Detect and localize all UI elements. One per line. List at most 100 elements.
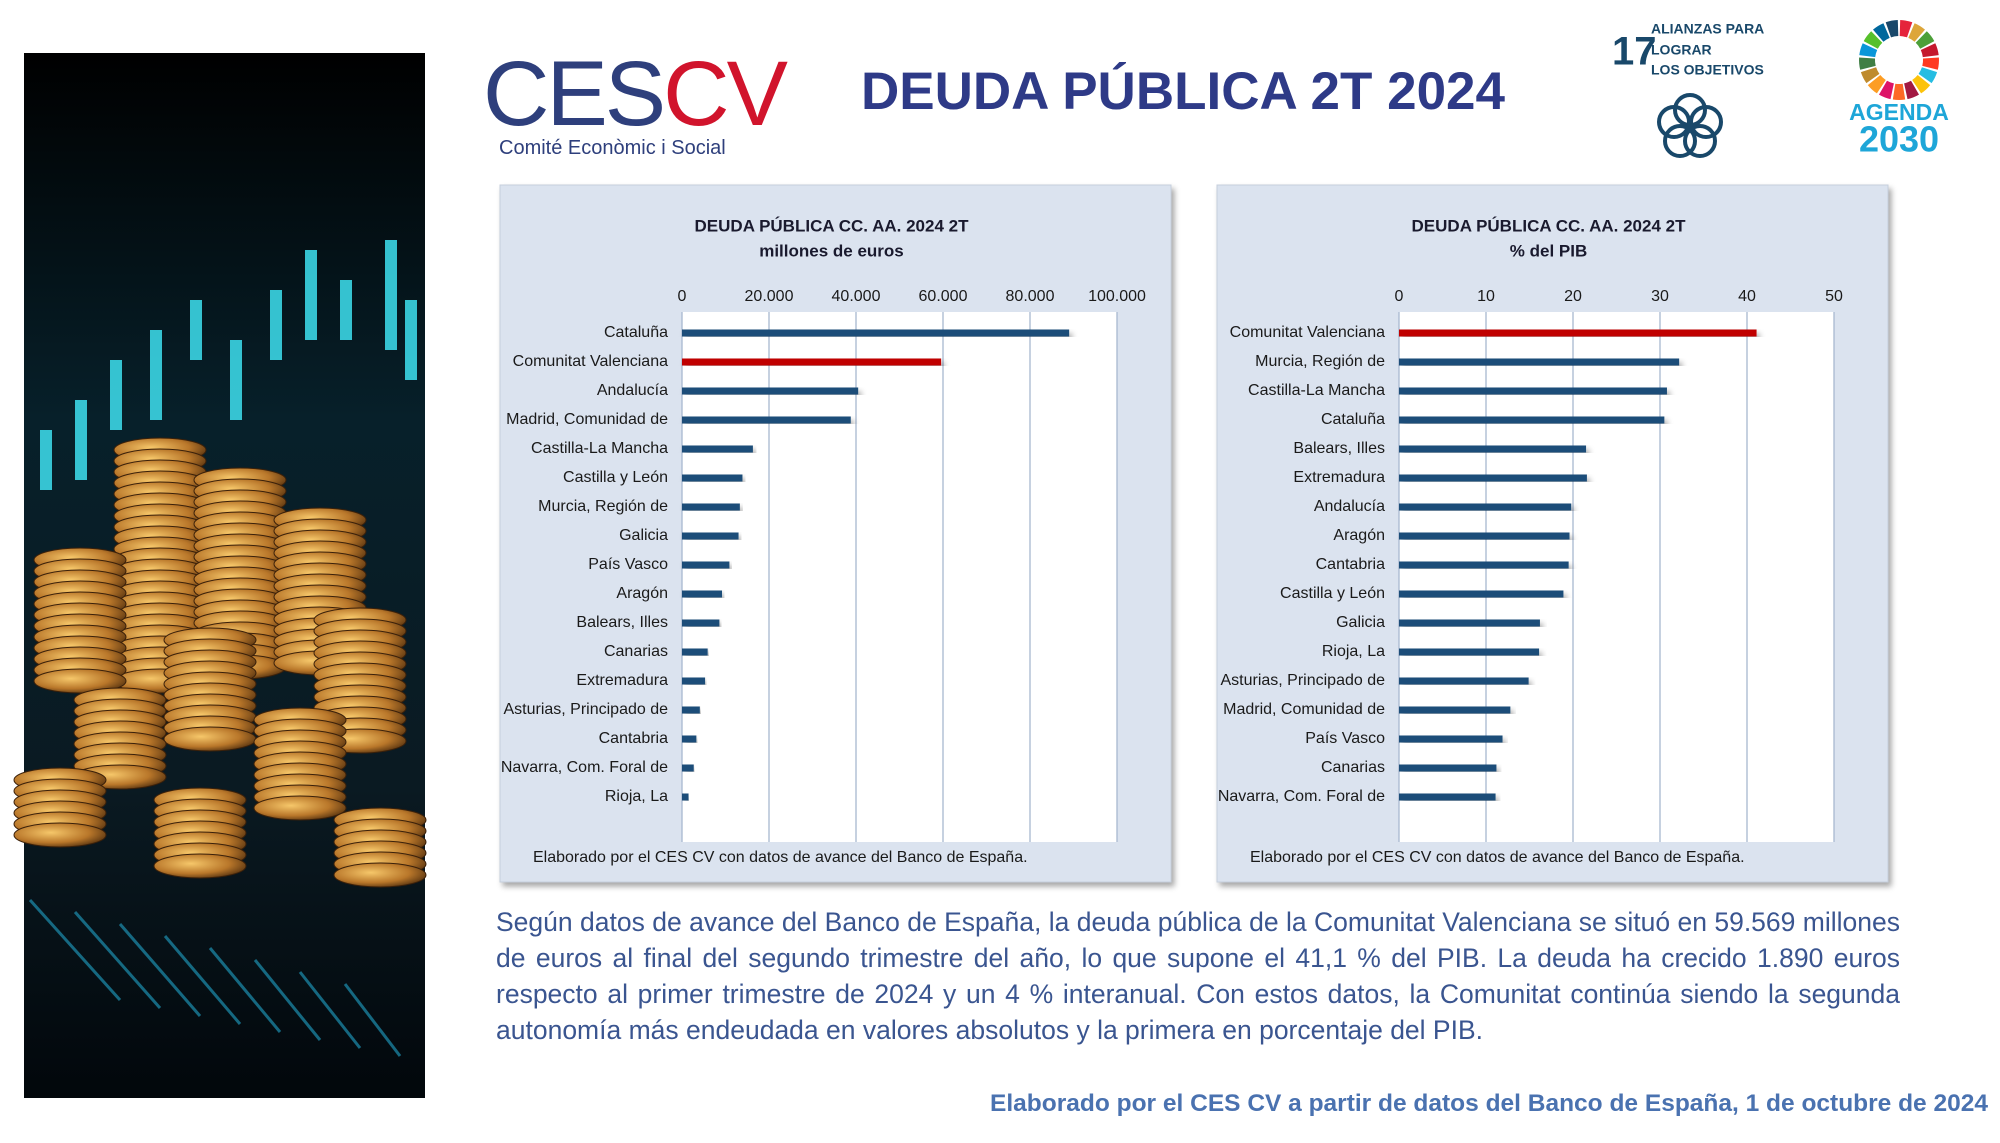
footer: Elaborado por el CES CV a partir de dato…	[990, 1090, 1988, 1117]
bar	[682, 387, 859, 395]
x-tick-label: 40.000	[832, 288, 881, 305]
circuit	[298, 971, 362, 1049]
bar	[682, 329, 1070, 337]
circuit	[118, 923, 202, 1017]
bar	[682, 416, 851, 424]
circuit	[73, 911, 162, 1009]
sdg-line: LOGRAR	[1651, 42, 1712, 58]
x-tick-label: 50	[1825, 288, 1843, 305]
chart-title: DEUDA PÚBLICA CC. AA. 2024 2T	[1412, 216, 1687, 235]
candle	[190, 300, 202, 360]
candle	[305, 250, 317, 340]
category-label: Rioja, La	[1322, 643, 1385, 660]
category-label: Castilla-La Mancha	[531, 440, 668, 457]
wheel-segment	[1918, 67, 1938, 84]
category-label: Navarra, Com. Foral de	[501, 759, 668, 776]
bar	[1399, 358, 1680, 366]
bar	[1399, 677, 1529, 685]
x-tick-label: 40	[1738, 288, 1756, 305]
chart-panel: DEUDA PÚBLICA CC. AA. 2024 2T % del PIB 0 1…	[1216, 184, 1889, 883]
category-label: Navarra, Com. Foral de	[1218, 788, 1385, 805]
category-label: Madrid, Comunidad de	[506, 411, 668, 428]
bar	[1399, 706, 1511, 714]
wheel-segment	[1915, 31, 1935, 49]
x-tick-label: 100.000	[1088, 288, 1146, 305]
category-label: Canarias	[1321, 759, 1385, 776]
category-label: Madrid, Comunidad de	[1223, 701, 1385, 718]
bar	[682, 532, 739, 540]
logo-ces: CES	[483, 43, 663, 145]
circuit	[28, 898, 122, 1002]
bar	[1399, 735, 1503, 743]
category-label: Asturias, Principado de	[503, 701, 668, 718]
category-label: Andalucía	[1314, 498, 1385, 515]
circuit	[208, 947, 282, 1033]
wheel-segment	[1885, 20, 1899, 38]
x-tick-label: 20.000	[745, 288, 794, 305]
bar	[1399, 793, 1496, 801]
category-label: Asturias, Principado de	[1220, 672, 1385, 689]
x-tick-label: 0	[1395, 288, 1404, 305]
bar	[1399, 590, 1564, 598]
category-label: Castilla y León	[563, 469, 668, 486]
logo-subtitle: Comité Econòmic i Social	[499, 137, 726, 159]
charts: DEUDA PÚBLICA CC. AA. 2024 2T millones de…	[499, 184, 1889, 883]
category-label: Aragón	[616, 585, 668, 602]
category-label: Castilla y León	[1280, 585, 1385, 602]
chart-title: DEUDA PÚBLICA CC. AA. 2024 2T	[695, 216, 970, 235]
chart-subtitle: % del PIB	[1510, 241, 1587, 260]
circuit	[253, 959, 322, 1041]
wheel-segment	[1922, 57, 1939, 70]
category-label: Comunitat Valenciana	[513, 353, 668, 370]
bar	[1399, 387, 1667, 395]
wheel-segment	[1892, 83, 1906, 100]
coin	[333, 862, 427, 888]
bar	[682, 677, 706, 685]
candle	[405, 300, 417, 380]
bar	[1399, 445, 1587, 453]
coin	[33, 668, 127, 694]
wheel-segment	[1859, 43, 1878, 58]
candle	[230, 340, 242, 420]
wheel-segment	[1873, 23, 1890, 42]
x-tick-label: 60.000	[919, 288, 968, 305]
coin	[13, 822, 107, 848]
bar	[682, 503, 740, 511]
sdg-icon	[1657, 93, 1723, 158]
category-label: Balears, Illes	[576, 614, 668, 631]
agenda-year: 2030	[1859, 119, 1939, 160]
category-label: Aragón	[1333, 527, 1385, 544]
bar	[682, 706, 700, 714]
wheel-segment	[1920, 43, 1939, 58]
bar	[682, 561, 730, 569]
category-label: Cantabria	[599, 730, 668, 747]
chart-subtitle: millones de euros	[759, 241, 904, 260]
agenda-word: AGENDA	[1849, 99, 1949, 125]
category-label: Castilla-La Mancha	[1248, 382, 1385, 399]
x-tick-label: 80.000	[1006, 288, 1055, 305]
x-tick-label: 20	[1564, 288, 1582, 305]
circuit	[343, 983, 402, 1057]
sdg-line: ALIANZAS PARA	[1651, 21, 1764, 37]
cescv-logo: CESCV Comité Econòmic i Social	[483, 43, 791, 159]
bar	[1399, 619, 1540, 627]
candle	[75, 400, 87, 480]
plot-area	[1399, 312, 1834, 842]
bar	[1399, 648, 1540, 656]
bar	[682, 590, 723, 598]
chart-note: Elaborado por el CES CV con datos de ava…	[533, 849, 1028, 866]
wheel-segment	[1908, 23, 1925, 42]
category-label: Extremadura	[576, 672, 668, 689]
body-text: Según datos de avance del Banco de Españ…	[496, 907, 1900, 1045]
chart-note: Elaborado por el CES CV con datos de ava…	[1250, 849, 1745, 866]
wheel-segment	[1867, 75, 1886, 94]
bar	[1399, 764, 1497, 772]
category-label: Cataluña	[604, 324, 668, 341]
wheel-segment	[1863, 31, 1883, 49]
category-label: Canarias	[604, 643, 668, 660]
category-label: Cataluña	[1321, 411, 1385, 428]
bar	[682, 619, 720, 627]
decorative-photo	[13, 53, 427, 1098]
